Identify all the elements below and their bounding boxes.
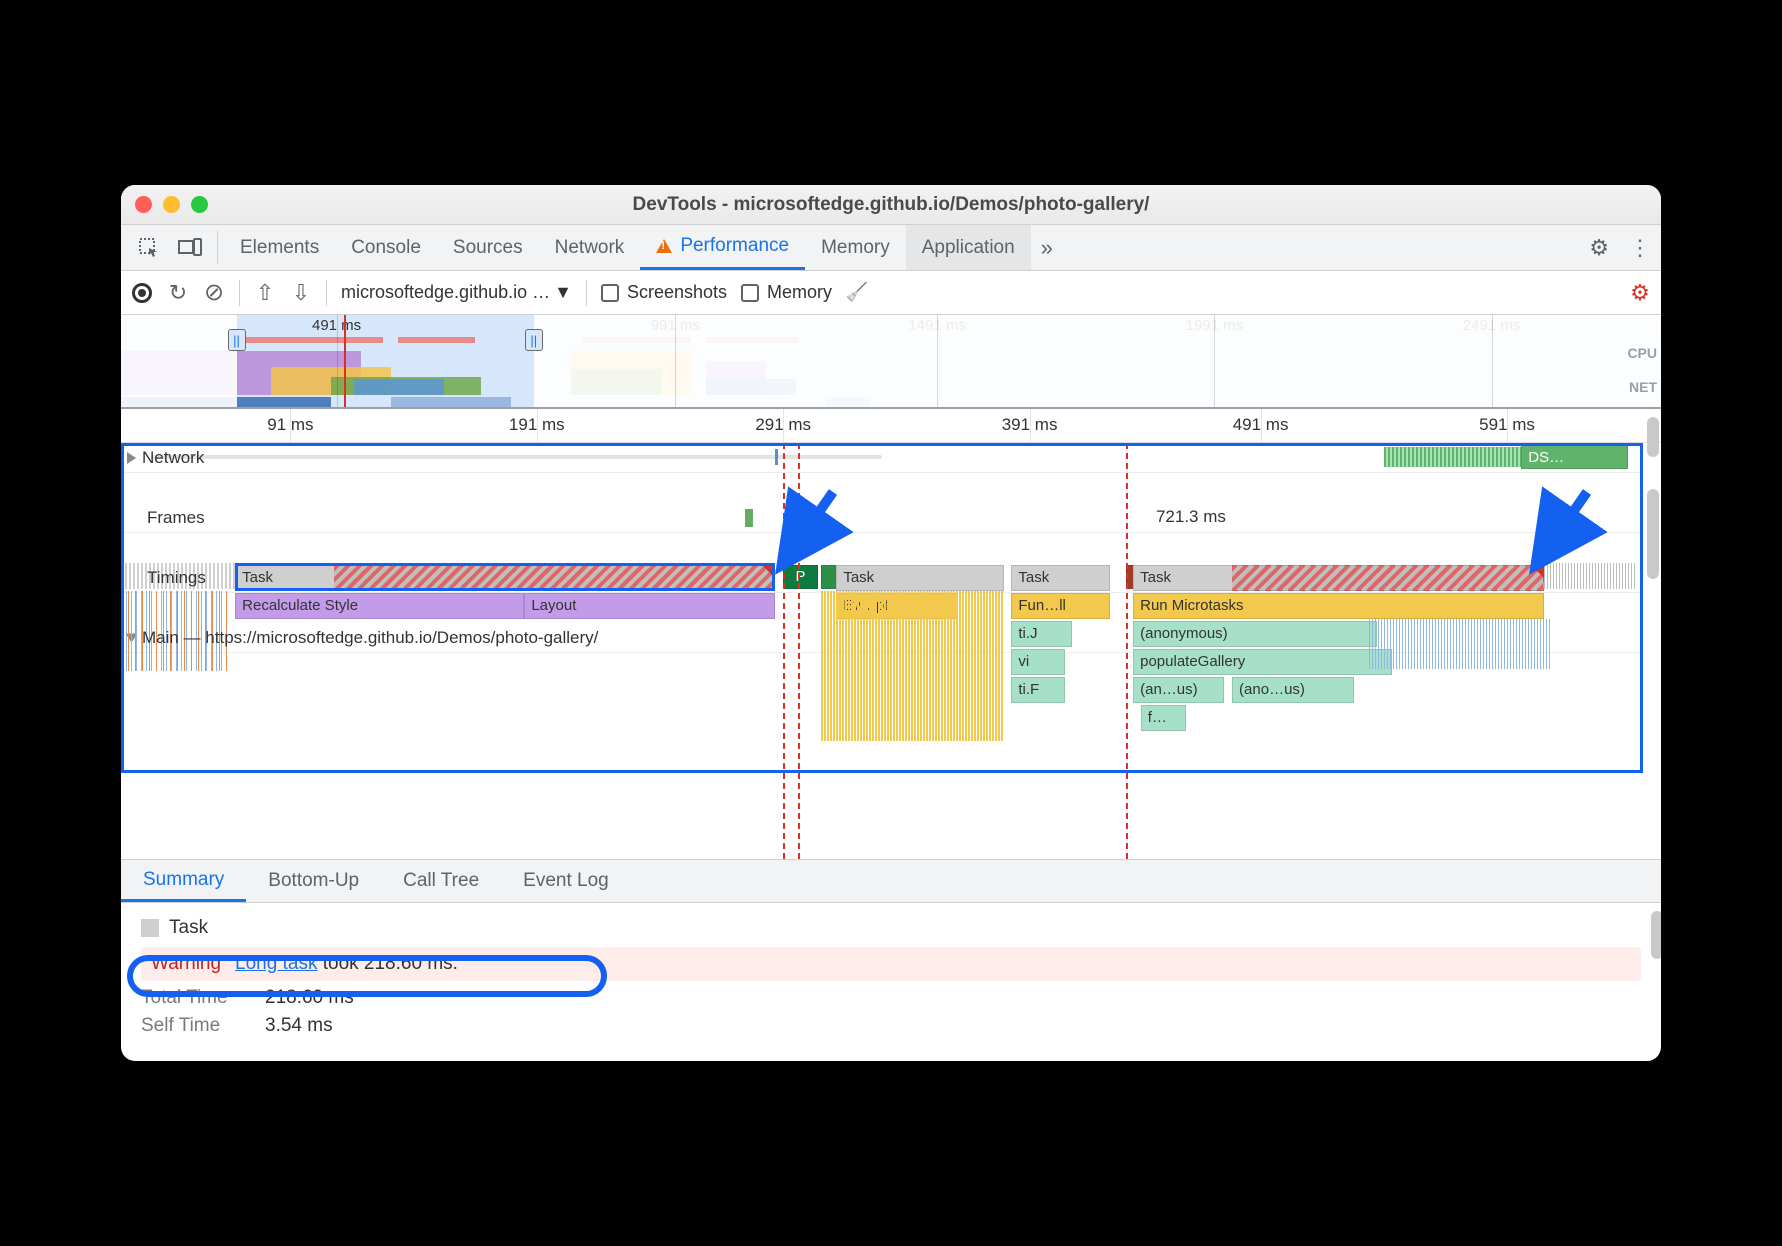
flame-tick: 291 ms [755, 415, 811, 435]
overview-handle-left[interactable]: || [228, 329, 246, 351]
inspect-element-icon[interactable] [129, 225, 169, 270]
flame-frame[interactable]: Recalculate Style [235, 593, 524, 619]
memory-checkbox[interactable]: Memory [741, 282, 832, 303]
flame-frame[interactable]: Layout [524, 593, 775, 619]
frame-marker [745, 509, 753, 527]
overview-minimap[interactable]: 491 ms991 ms1491 ms1991 ms2491 ms || || … [121, 315, 1661, 409]
save-profile-button[interactable] [290, 282, 312, 304]
recording-selector-label: microsoftedge.github.io … [341, 282, 550, 302]
screenshots-checkbox[interactable]: Screenshots [601, 282, 727, 303]
timing-marker-line [1126, 443, 1128, 859]
expand-icon[interactable] [127, 452, 136, 464]
warning-row: Warning Long task took 218.60 ms. [141, 947, 1641, 981]
long-task-indicator-icon [1531, 565, 1544, 578]
details-tab-call-tree[interactable]: Call Tree [381, 860, 501, 902]
flame-tick: 491 ms [1233, 415, 1289, 435]
flame-tick: 591 ms [1479, 415, 1535, 435]
minimize-window-button[interactable] [163, 196, 180, 213]
flame-frame[interactable]: Fun…ll [1011, 593, 1110, 619]
clear-button[interactable] [203, 282, 225, 304]
panel-tab-performance[interactable]: Performance [640, 225, 805, 270]
panel-tab-sources[interactable]: Sources [437, 225, 539, 270]
window-title: DevTools - microsoftedge.github.io/Demos… [121, 194, 1661, 216]
overview-longtask-strip [244, 337, 383, 343]
details-tab-event-log[interactable]: Event Log [501, 860, 631, 902]
flame-scrollbar-thumb-2[interactable] [1647, 489, 1659, 579]
summary-title: Task [169, 917, 208, 939]
flame-frame[interactable]: vi [1011, 649, 1064, 675]
summary-scrollbar-thumb[interactable] [1651, 911, 1661, 959]
window-controls [135, 196, 208, 213]
overview-cpu-segment [354, 379, 444, 395]
flame-frame[interactable]: (ano…us) [1232, 677, 1354, 703]
flame-tick: 391 ms [1002, 415, 1058, 435]
timing-marker-line [783, 443, 785, 859]
more-tabs-icon[interactable] [1031, 225, 1063, 270]
recording-selector[interactable]: microsoftedge.github.io …▼ [341, 282, 572, 303]
flame-frame[interactable]: ti.F [1011, 677, 1064, 703]
long-task-hatching [334, 565, 775, 591]
overview-lane-labels: CPU NET [1627, 345, 1657, 409]
total-time-value: 218.60 ms [265, 987, 354, 1009]
details-tab-summary[interactable]: Summary [121, 860, 246, 902]
flame-tick: 191 ms [509, 415, 565, 435]
flame-frame[interactable]: ti.J [1011, 621, 1072, 647]
titlebar: DevTools - microsoftedge.github.io/Demos… [121, 185, 1661, 225]
task-bar[interactable]: Task [836, 565, 1003, 591]
network-stripes [1384, 447, 1521, 467]
perf-toolbar: microsoftedge.github.io …▼ Screenshots M… [121, 271, 1661, 315]
overview-playhead[interactable] [344, 315, 346, 407]
more-menu-icon[interactable] [1619, 225, 1661, 270]
self-time-value: 3.54 ms [265, 1015, 333, 1037]
warning-label: Warning [151, 953, 221, 975]
task-color-swatch [141, 919, 159, 937]
warning-icon [656, 239, 672, 253]
flame-frame[interactable]: populateGallery [1133, 649, 1392, 675]
capture-settings-icon[interactable] [1629, 282, 1651, 304]
panel-tab-memory[interactable]: Memory [805, 225, 906, 270]
flame-frame[interactable]: (an…us) [1133, 677, 1224, 703]
flame-frame[interactable]: Run Microtasks [1133, 593, 1544, 619]
network-request-bar[interactable]: DS… [1521, 445, 1628, 469]
task-bar[interactable]: Task [1011, 565, 1110, 591]
panel-tab-elements[interactable]: Elements [224, 225, 335, 270]
network-track[interactable]: Network DS… [121, 443, 1643, 473]
long-task-indicator-icon [762, 565, 775, 578]
panel-tab-application[interactable]: Application [906, 225, 1031, 270]
flame-frame[interactable]: (anonymous) [1133, 621, 1377, 647]
devtools-window: DevTools - microsoftedge.github.io/Demos… [121, 185, 1661, 1061]
close-window-button[interactable] [135, 196, 152, 213]
collect-garbage-button[interactable] [846, 282, 868, 304]
summary-pane: Task Warning Long task took 218.60 ms. T… [121, 903, 1661, 1061]
overview-handle-right[interactable]: || [525, 329, 543, 351]
flame-scrollbar-thumb-1[interactable] [1647, 417, 1659, 457]
settings-icon[interactable] [1579, 225, 1619, 270]
long-task-link[interactable]: Long task [235, 953, 317, 974]
zoom-window-button[interactable] [191, 196, 208, 213]
annotation-arrow-icon [788, 487, 848, 557]
reload-record-button[interactable] [167, 282, 189, 304]
device-toolbar-icon[interactable] [169, 225, 211, 270]
overview-net-segment [391, 397, 511, 407]
panel-tab-network[interactable]: Network [539, 225, 641, 270]
flame-tick: 91 ms [267, 415, 313, 435]
flame-frame[interactable]: f… [1141, 705, 1187, 731]
annotation-arrow-icon [1542, 487, 1602, 557]
long-task-hatching [1232, 565, 1544, 591]
overview-longtask-strip [398, 337, 475, 343]
load-profile-button[interactable] [254, 282, 276, 304]
warning-text: took 218.60 ms. [317, 953, 457, 974]
panel-tabs: ElementsConsoleSourcesNetworkPerformance… [121, 225, 1661, 271]
flamechart[interactable]: 91 ms 191 ms 291 ms 391 ms 491 ms 591 ms Netw… [121, 409, 1661, 859]
panel-tab-console[interactable]: Console [335, 225, 437, 270]
record-button[interactable] [131, 282, 153, 304]
details-tabs: SummaryBottom-UpCall TreeEvent Log [121, 859, 1661, 903]
frames-track[interactable]: Frames 721.3 ms [121, 503, 1643, 533]
details-tab-bottom-up[interactable]: Bottom-Up [246, 860, 381, 902]
frame-duration-label: 721.3 ms [1156, 507, 1226, 527]
